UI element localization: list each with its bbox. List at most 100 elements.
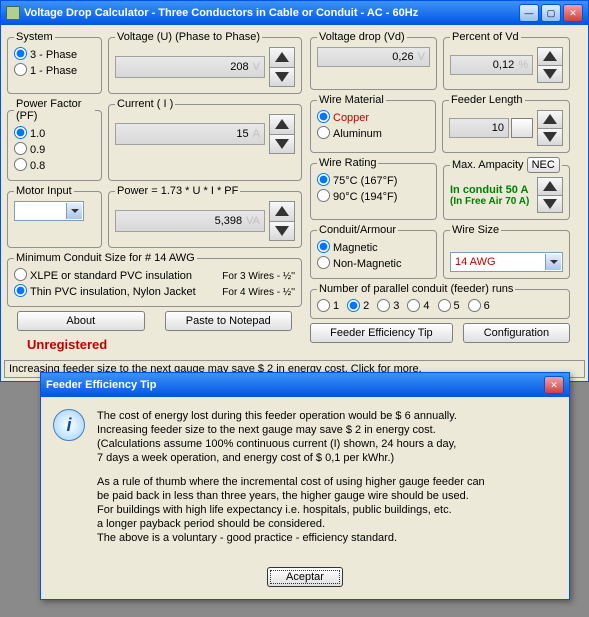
dialog-para2: As a rule of thumb where the incremental… (97, 475, 485, 545)
nec-button[interactable]: NEC (527, 157, 560, 173)
dialog-ok-button[interactable]: Aceptar (267, 567, 343, 587)
voltage-group: Voltage (U) (Phase to Phase) 208V (108, 31, 302, 94)
ampacity-conduit: In conduit 50 A (450, 184, 533, 196)
feeder-len-down[interactable] (538, 129, 562, 146)
feeder-len-unit[interactable] (511, 118, 533, 138)
wiresize-legend: Wire Size (450, 224, 501, 236)
paste-button[interactable]: Paste to Notepad (165, 311, 293, 331)
feeder-len-value: 10 (449, 118, 509, 138)
ampacity-group: Max. Ampacity NEC In conduit 50 A (In Fr… (443, 157, 570, 220)
parallel-legend: Number of parallel conduit (feeder) runs (317, 283, 515, 295)
current-spinner[interactable] (269, 114, 295, 154)
feeder-len-legend: Feeder Length (449, 94, 525, 106)
current-up[interactable] (270, 115, 294, 135)
rating-group: Wire Rating 75°C (167°F) 90°C (194°F) (310, 157, 437, 220)
system-legend: System (14, 31, 55, 43)
info-icon: i (53, 409, 85, 441)
parallel-5[interactable]: 5 (438, 299, 460, 312)
vd-value: 0,26V (317, 47, 430, 67)
pf-group: Power Factor (PF) 1.0 0.9 0.8 (7, 98, 102, 181)
mat-copper[interactable]: Copper (317, 110, 429, 126)
armour-mag[interactable]: Magnetic (317, 240, 430, 256)
voltage-up[interactable] (270, 48, 294, 68)
for3wires: For 3 Wires - ½'' (222, 271, 295, 282)
ampacity-down[interactable] (538, 196, 562, 213)
system-3phase[interactable]: 3 - Phase (14, 47, 95, 63)
voltage-spinner[interactable] (269, 47, 295, 87)
current-down[interactable] (270, 135, 294, 154)
wiresize-group: Wire Size 14 AWG (443, 224, 570, 279)
wiresize-combo[interactable]: 14 AWG (450, 252, 563, 272)
power-down[interactable] (270, 222, 294, 241)
armour-legend: Conduit/Armour (317, 224, 398, 236)
ampacity-up[interactable] (538, 178, 562, 196)
feeder-len-spinner[interactable] (537, 110, 563, 146)
power-up[interactable] (270, 202, 294, 222)
pvd-down[interactable] (538, 66, 562, 83)
rating-90[interactable]: 90°C (194°F) (317, 189, 430, 205)
efficiency-dialog: Feeder Efficiency Tip ✕ i The cost of en… (40, 372, 570, 600)
chevron-down-icon (66, 203, 82, 219)
dialog-titlebar[interactable]: Feeder Efficiency Tip ✕ (41, 373, 569, 397)
chevron-down-icon (545, 254, 561, 270)
vd-group: Voltage drop (Vd) 0,26V (310, 31, 437, 90)
ampacity-spinner[interactable] (537, 177, 563, 213)
parallel-3[interactable]: 3 (377, 299, 399, 312)
efficiency-tip-button[interactable]: Feeder Efficiency Tip (310, 323, 453, 343)
parallel-4[interactable]: 4 (407, 299, 429, 312)
about-button[interactable]: About (17, 311, 145, 331)
armour-group: Conduit/Armour Magnetic Non-Magnetic (310, 224, 437, 279)
minimize-button[interactable]: — (519, 4, 539, 22)
pvd-spinner[interactable] (537, 47, 563, 83)
current-legend: Current ( I ) (115, 98, 175, 110)
voltage-down[interactable] (270, 68, 294, 87)
current-value: 15A (115, 123, 265, 145)
power-legend: Power = 1.73 * U * I * PF (115, 185, 240, 197)
pvd-group: Percent of Vd 0,12% (443, 31, 570, 90)
material-group: Wire Material Copper Aluminum (310, 94, 436, 153)
configuration-button[interactable]: Configuration (463, 323, 570, 343)
parallel-6[interactable]: 6 (468, 299, 490, 312)
ampacity-legend: Max. Ampacity (452, 159, 524, 171)
app-icon (6, 6, 20, 20)
close-button[interactable]: ✕ (563, 4, 583, 22)
parallel-2[interactable]: 2 (347, 299, 369, 312)
voltage-value: 208V (115, 56, 265, 78)
pf-legend: Power Factor (PF) (14, 98, 95, 122)
rating-legend: Wire Rating (317, 157, 378, 169)
window-title: Voltage Drop Calculator - Three Conducto… (24, 7, 519, 19)
maximize-button[interactable]: ▢ (541, 4, 561, 22)
insul-xlpe[interactable]: XLPE or standard PVC insulation (14, 268, 218, 284)
mat-aluminum[interactable]: Aluminum (317, 126, 429, 142)
vd-legend: Voltage drop (Vd) (317, 31, 407, 43)
pvd-value: 0,12% (450, 55, 533, 75)
ampacity-air: (In Free Air 70 A) (450, 196, 533, 207)
feeder-len-up[interactable] (538, 111, 562, 129)
parallel-1[interactable]: 1 (317, 299, 339, 312)
power-value: 5,398VA (115, 210, 265, 232)
motor-combo[interactable] (14, 201, 84, 221)
insul-thin[interactable]: Thin PVC insulation, Nylon Jacket (14, 284, 218, 300)
armour-nonmag[interactable]: Non-Magnetic (317, 256, 430, 272)
motor-group: Motor Input (7, 185, 102, 248)
main-titlebar[interactable]: Voltage Drop Calculator - Three Conducto… (1, 1, 588, 25)
power-spinner[interactable] (269, 201, 295, 241)
for4wires: For 4 Wires - ½'' (222, 287, 295, 298)
pvd-up[interactable] (538, 48, 562, 66)
pf-09[interactable]: 0.9 (14, 142, 95, 158)
power-group: Power = 1.73 * U * I * PF 5,398VA (108, 185, 302, 248)
pf-08[interactable]: 0.8 (14, 158, 95, 174)
dialog-text: The cost of energy lost during this feed… (97, 409, 485, 555)
min-conduit-group: Minimum Conduit Size for # 14 AWG XLPE o… (7, 252, 302, 307)
rating-75[interactable]: 75°C (167°F) (317, 173, 430, 189)
motor-legend: Motor Input (14, 185, 74, 197)
dialog-para1: The cost of energy lost during this feed… (97, 409, 485, 465)
main-window: Voltage Drop Calculator - Three Conducto… (0, 0, 589, 382)
voltage-legend: Voltage (U) (Phase to Phase) (115, 31, 262, 43)
dialog-close-button[interactable]: ✕ (544, 376, 564, 394)
dialog-title: Feeder Efficiency Tip (46, 379, 544, 391)
pf-10[interactable]: 1.0 (14, 126, 95, 142)
min-conduit-legend: Minimum Conduit Size for # 14 AWG (14, 252, 197, 264)
pvd-legend: Percent of Vd (450, 31, 521, 43)
system-1phase[interactable]: 1 - Phase (14, 63, 95, 79)
